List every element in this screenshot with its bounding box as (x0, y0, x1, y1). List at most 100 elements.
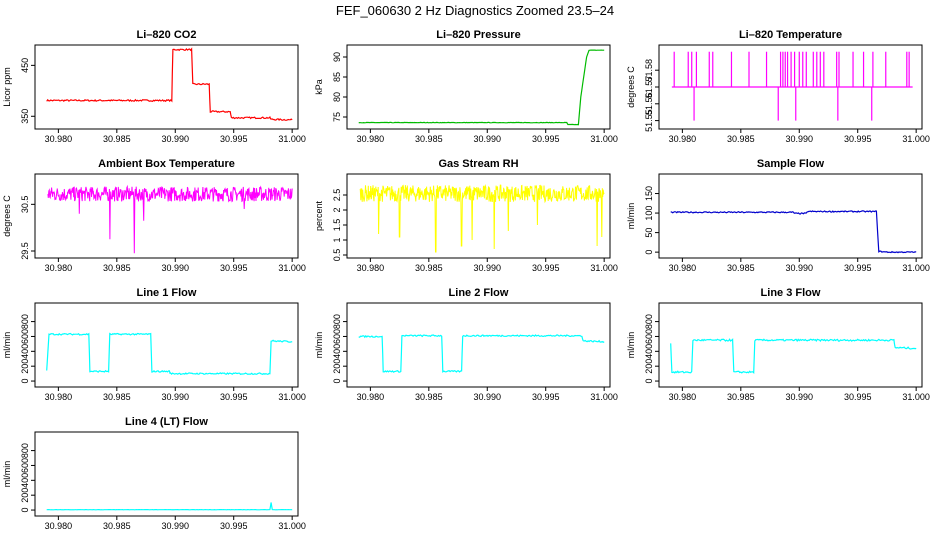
data-line-ambient (47, 184, 293, 254)
y-tick-label: 1 (332, 237, 342, 242)
panel-title: Ambient Box Temperature (98, 158, 235, 170)
x-tick-label: 30.980 (45, 263, 73, 273)
y-axis-label: degrees C (2, 195, 12, 237)
x-tick-label: 30.990 (474, 263, 502, 273)
y-tick-label: 51.58 (644, 59, 654, 82)
y-axis-label: ml/min (2, 332, 12, 359)
x-tick-label: 31.000 (590, 134, 618, 144)
x-tick-label: 31.000 (278, 134, 306, 144)
x-tick-label: 30.990 (474, 392, 502, 402)
series-group (671, 51, 913, 121)
series-group (46, 502, 293, 511)
y-tick-label: 400 (20, 473, 30, 488)
panel-title: Line 4 (LT) Flow (125, 416, 208, 428)
data-line-pressure (358, 49, 605, 126)
y-tick-label: 400 (332, 344, 342, 359)
y-tick-label: 400 (20, 344, 30, 359)
y-tick-label: 350 (20, 109, 30, 124)
panel-line4: Line 4 (LT) Flow ml/min 30.980 30.985 30.990… (2, 416, 306, 531)
x-tick-label: 30.985 (103, 134, 131, 144)
x-tick-label: 30.985 (727, 392, 755, 402)
y-tick-label: 51.56 (644, 93, 654, 116)
y-tick-label: 400 (644, 344, 654, 359)
y-tick-label: 150 (644, 186, 654, 201)
y-axis-label: Licor ppm (2, 67, 12, 107)
x-tick-label: 30.980 (669, 134, 697, 144)
data-line-line1 (46, 332, 293, 376)
x-tick-label: 30.980 (45, 521, 73, 531)
x-tick-label: 30.995 (220, 521, 248, 531)
x-tick-label: 30.995 (532, 134, 560, 144)
x-tick-label: 30.995 (220, 263, 248, 273)
x-tick-label: 30.990 (786, 134, 814, 144)
y-tick-label: 800 (644, 314, 654, 329)
panel-title: Line 2 Flow (449, 287, 509, 299)
x-tick-label: 30.995 (220, 134, 248, 144)
x-tick-label: 30.990 (162, 134, 190, 144)
x-tick-label: 31.000 (902, 392, 930, 402)
x-tick-label: 31.000 (902, 134, 930, 144)
x-tick-label: 30.985 (415, 263, 443, 273)
x-tick-label: 30.980 (45, 134, 73, 144)
y-axis-label: kPa (314, 79, 324, 95)
y-tick-label: 800 (332, 314, 342, 329)
y-tick-label: 85 (332, 72, 342, 82)
panel-title: Line 3 Flow (761, 287, 821, 299)
panel-title: Li–820 Pressure (436, 29, 520, 41)
x-tick-label: 30.985 (103, 521, 131, 531)
plot-frame (658, 173, 923, 259)
y-tick-label: 0 (332, 379, 342, 384)
series-group (46, 332, 293, 376)
x-tick-label: 30.995 (844, 134, 872, 144)
series-group (46, 47, 293, 122)
y-axis-label: ml/min (626, 203, 636, 230)
y-tick-label: 600 (20, 458, 30, 473)
y-tick-label: 29.5 (20, 242, 30, 260)
plot-frame (34, 173, 299, 259)
plot-frame (346, 44, 611, 130)
y-axis-label: ml/min (2, 461, 12, 488)
data-line-line2 (358, 334, 605, 373)
series-group (358, 49, 605, 126)
data-line-rh (359, 184, 605, 253)
plot-frame (34, 302, 299, 388)
x-tick-label: 31.000 (590, 263, 618, 273)
y-tick-label: 75 (332, 112, 342, 122)
x-tick-label: 30.980 (357, 134, 385, 144)
x-tick-label: 30.985 (103, 392, 131, 402)
y-tick-label: 51.57 (644, 76, 654, 99)
y-tick-label: 450 (20, 58, 30, 73)
y-tick-label: 2 (332, 207, 342, 212)
y-tick-label: 600 (644, 329, 654, 344)
panel-pressure: Li–820 Pressure kPa 30.980 30.985 30.990 30.9… (314, 29, 618, 144)
y-tick-label: 51.55 (644, 109, 654, 132)
x-tick-label: 30.995 (532, 392, 560, 402)
panel-title: Gas Stream RH (438, 158, 518, 170)
panel-title: Li–820 CO2 (137, 29, 197, 41)
data-line-co2 (46, 47, 293, 122)
x-tick-label: 30.990 (162, 392, 190, 402)
panel-co2: Li–820 CO2 Licor ppm 30.980 30.985 30.990 30.… (2, 29, 306, 144)
panel-title: Li–820 Temperature (739, 29, 842, 41)
x-tick-label: 31.000 (278, 263, 306, 273)
plot-frame (658, 302, 923, 388)
y-tick-label: 0 (20, 508, 30, 513)
x-tick-label: 30.995 (844, 392, 872, 402)
data-line-line3 (670, 338, 917, 375)
panel-li820temp: Li–820 Temperature degrees C 30.980 30.985 3… (626, 29, 930, 144)
series-group (670, 338, 917, 375)
panel-rh: Gas Stream RH percent 30.980 30.985 30.990 30… (314, 158, 618, 273)
panels-container: Li–820 CO2 Licor ppm 30.980 30.985 30.990 30.… (2, 29, 930, 531)
x-tick-label: 30.985 (415, 134, 443, 144)
x-tick-label: 30.985 (103, 263, 131, 273)
x-tick-label: 30.990 (474, 134, 502, 144)
panel-sample: Sample Flow ml/min 30.980 30.985 30.990 30.99… (626, 158, 930, 273)
x-tick-label: 30.995 (844, 263, 872, 273)
y-tick-label: 2.5 (332, 189, 342, 202)
x-tick-label: 30.990 (786, 263, 814, 273)
y-tick-label: 100 (644, 206, 654, 221)
y-tick-label: 0 (20, 379, 30, 384)
y-axis-label: degrees C (626, 66, 636, 108)
data-line-line4 (46, 502, 293, 511)
x-tick-label: 30.980 (357, 263, 385, 273)
